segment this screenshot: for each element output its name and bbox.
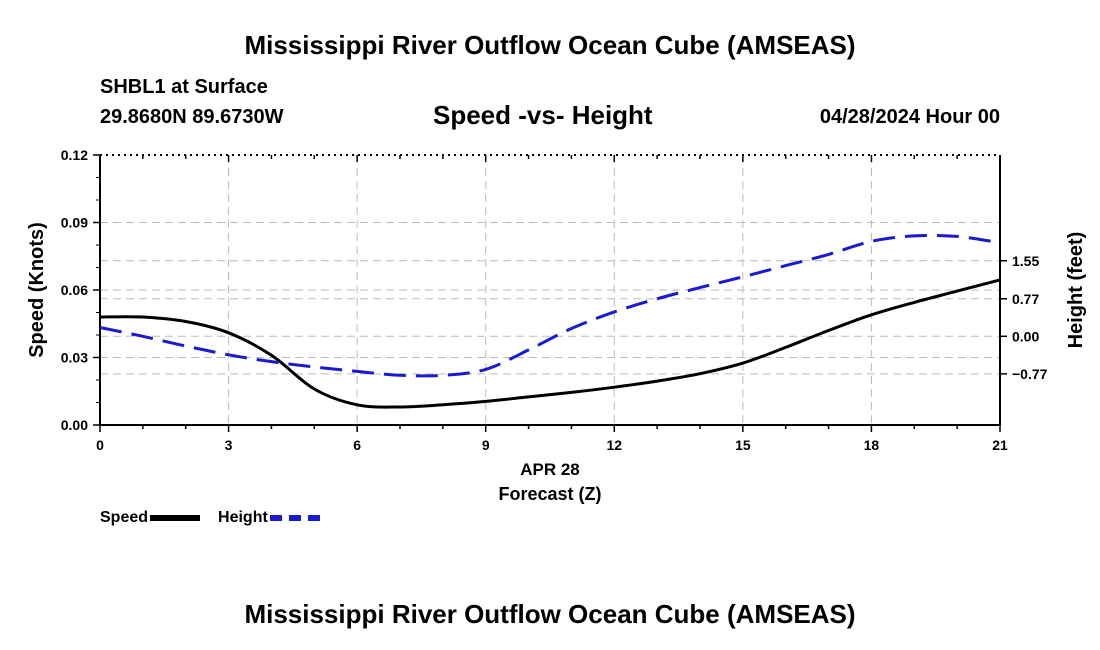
legend-height-swatch [269,515,320,521]
x-tick-label: 9 [482,437,490,453]
coordinates-label: 29.8680N 89.6730W [100,106,284,128]
x-tick-label: 21 [992,437,1008,453]
y-right-tick-label: 1.55 [1012,253,1039,269]
y-left-tick-label: 0.06 [61,282,88,298]
legend-item-speed: Speed [100,509,201,527]
series-line-height [99,233,1001,378]
legend-speed-swatch [150,515,201,521]
x-axis-label: Forecast (Z) [498,484,601,504]
legend: Speed Height [100,509,338,527]
x-axis-date-label: APR 28 [520,460,580,479]
legend-item-height: Height [218,509,320,527]
legend-height-label: Height [218,509,268,526]
x-tick-label: 0 [96,437,104,453]
y-right-tick-label: −0.77 [1012,366,1048,382]
chart-subtitle: Speed -vs- Height [433,100,653,130]
x-tick-label: 18 [864,437,880,453]
x-tick-label: 3 [225,437,233,453]
y-left-tick-label: 0.12 [61,147,88,163]
footer-title: Mississippi River Outflow Ocean Cube (AM… [244,599,856,629]
y-axis-left-label: Speed (Knots) [26,222,48,358]
y-axis-right-label: Height (feet) [1065,232,1087,349]
x-tick-label: 6 [353,437,361,453]
legend-speed-label: Speed [100,509,149,526]
station-label: SHBL1 at Surface [100,76,268,98]
x-tick-label: 15 [735,437,751,453]
y-left-tick-label: 0.09 [61,215,88,231]
y-left-tick-label: 0.03 [61,350,88,366]
datetime-label: 04/28/2024 Hour 00 [819,106,1000,128]
y-left-tick-label: 0.00 [61,417,88,433]
y-right-tick-label: 0.77 [1012,291,1039,307]
series-line-speed [99,278,1001,409]
y-right-tick-label: 0.00 [1012,328,1039,344]
x-tick-label: 12 [606,437,622,453]
chart-title: Mississippi River Outflow Ocean Cube (AM… [244,30,856,60]
